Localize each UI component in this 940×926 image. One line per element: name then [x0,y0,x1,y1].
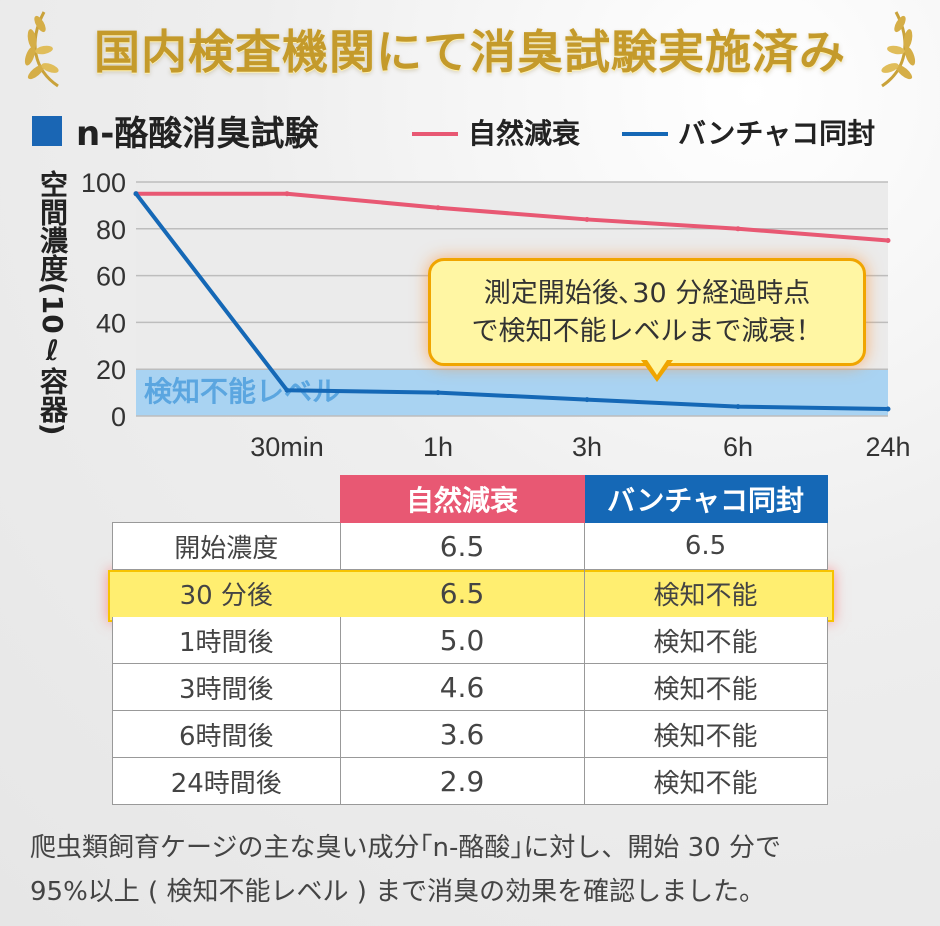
data-point [584,397,590,403]
series-line-0 [136,191,889,243]
table-header-natural: 自然減衰 [339,475,585,523]
data-point [284,387,290,393]
table-cell-natural: 6.5 [339,569,585,617]
series-line-1 [134,192,889,411]
data-point [735,404,741,410]
data-point [885,406,891,412]
legend-square-icon [32,116,62,146]
table-row: 3時間後 4.6 検知不能 [112,663,828,711]
y-tick-label: 20 [96,355,126,385]
table-cell-banchako: 検知不能 [583,616,828,664]
table-cell-time: 開始濃度 [112,522,341,570]
table-cell-time: 6時間後 [112,710,341,758]
x-tick-label: 1h [423,432,453,462]
table-header-row: 自然減衰 バンチャコ同封 [113,475,828,523]
table-cell-banchako: 検知不能 [583,663,828,711]
table-row-highlighted: 30 分後 6.5 検知不能 [113,569,827,617]
chart-legend: n-酪酸消臭試験 自然減衰 バンチャコ同封 [32,106,912,154]
data-point [735,226,741,232]
y-tick-label: 60 [96,262,126,292]
x-tick-label: 24h [865,432,910,462]
y-tick-label: 80 [96,215,126,245]
table-row: 1時間後 5.0 検知不能 [112,616,828,664]
table-cell-time: 1時間後 [112,616,341,664]
data-point [584,216,590,222]
table-cell-banchako: 検知不能 [583,569,827,617]
legend-label-banchako: バンチャコ同封 [678,117,876,150]
table-cell-banchako: 6.5 [583,522,828,570]
table-cell-time: 24時間後 [112,757,341,805]
y-tick-label: 40 [96,308,126,338]
y-axis-label: 空間濃度(10ℓ容器) [36,170,69,436]
callout-box: 測定開始後､30 分経過時点 で検知不能レベルまで減衰！ [428,258,866,382]
results-table: 自然減衰 バンチャコ同封 開始濃度 6.5 6.5 30 分後 6.5 検知不能… [112,475,828,805]
table-cell-time: 3時間後 [112,663,341,711]
data-point [133,191,139,197]
legend-label-natural: 自然減衰 [468,117,581,150]
table-row: 開始濃度 6.5 6.5 [112,522,828,570]
footer-line-2: 95%以上 ( 検知不能レベル ) まで消臭の効果を確認しました。 [30,877,766,907]
callout-pointer [641,357,673,382]
table-cell-natural: 6.5 [339,522,585,570]
table-cell-banchako: 検知不能 [583,710,828,758]
x-tick-label: 30min [250,432,324,462]
laurel-right-icon [881,11,916,88]
table-cell-natural: 5.0 [339,616,585,664]
table-cell-time: 30 分後 [179,580,273,611]
table-cell-natural: 4.6 [339,663,585,711]
footer-description: 爬虫類飼育ケージの主な臭い成分｢n-酪酸｣に対し、開始 30 分で 95%以上 … [30,826,930,914]
y-tick-label: 100 [81,168,126,198]
y-tick-label: 0 [111,402,126,432]
data-point [885,238,891,243]
table-row: 24時間後 2.9 検知不能 [112,757,828,805]
x-tick-label: 6h [723,432,753,462]
data-point [284,191,290,197]
table-header-blank [113,476,341,523]
table-cell-banchako: 検知不能 [583,757,828,805]
table-row: 6時間後 3.6 検知不能 [112,710,828,758]
header-banner: 国内検査機関にて消臭試験実施済み [0,0,940,96]
legend-line-banchako [622,132,668,136]
table-cell-natural: 2.9 [339,757,585,805]
table-header-banchako: バンチャコ同封 [583,475,828,523]
x-tick-label: 3h [572,432,602,462]
laurel-left-icon [24,11,59,88]
callout-line-2: で検知不能レベルまで減衰！ [471,316,823,347]
page-title: 国内検査機関にて消臭試験実施済み [94,25,846,79]
chart-title: n-酪酸消臭試験 [76,114,319,154]
table-cell-natural: 3.6 [339,710,585,758]
callout-text: 測定開始後､30 分経過時点 で検知不能レベルまで減衰！ [431,275,863,351]
callout-line-1: 測定開始後､30 分経過時点 [483,278,811,309]
data-point [435,205,441,211]
footer-line-1: 爬虫類飼育ケージの主な臭い成分｢n-酪酸｣に対し、開始 30 分で [30,833,781,863]
data-point [435,390,441,396]
legend-line-natural [412,132,458,136]
